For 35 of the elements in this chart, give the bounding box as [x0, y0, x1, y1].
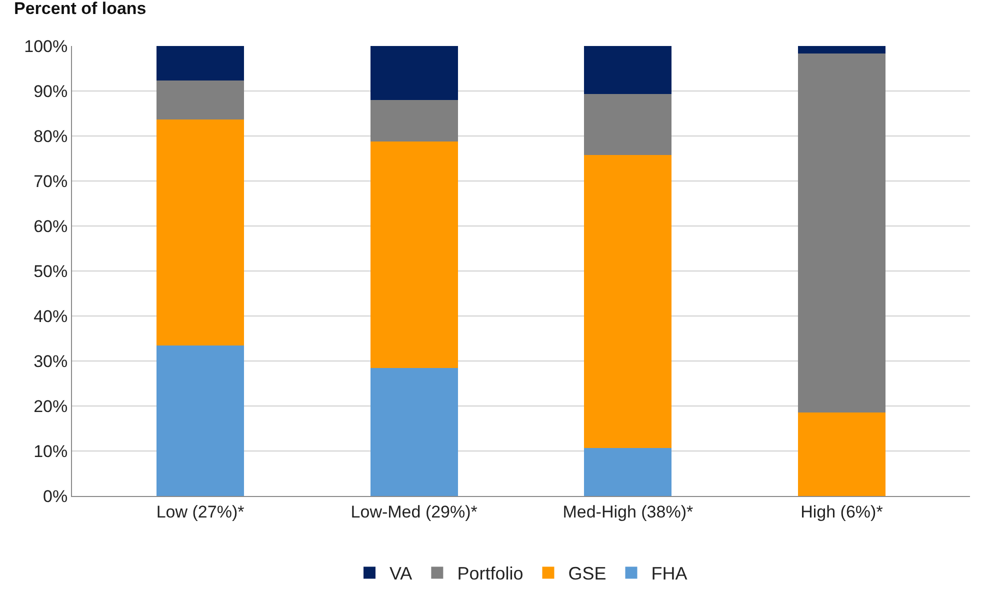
y-tick-label: 50% [34, 262, 68, 281]
legend-label: GSE [568, 564, 606, 584]
x-tick-label: Med-High (38%)* [562, 502, 694, 522]
y-tick-label: 100% [24, 36, 68, 56]
y-axis-title: Percent of loans [14, 0, 146, 18]
x-tick-label: Low (27%)* [156, 502, 245, 522]
bar [156, 46, 244, 81]
y-tick-label: 0% [43, 486, 68, 506]
bar [798, 46, 886, 54]
bar [370, 141, 458, 368]
legend-label: VA [390, 564, 412, 584]
x-tick-label: High (6%)* [800, 502, 884, 522]
y-tick-label: 60% [34, 216, 68, 236]
bar [370, 46, 458, 100]
bar [584, 46, 672, 94]
bar [584, 94, 672, 155]
y-tick-label: 10% [34, 442, 68, 461]
y-tick-label: 30% [34, 352, 68, 371]
bar [156, 346, 244, 496]
bar [584, 154, 672, 448]
bar [370, 100, 458, 142]
bar [584, 448, 672, 496]
legend-label: Portfolio [457, 564, 524, 584]
bar [370, 368, 458, 496]
y-tick-label: 40% [34, 306, 68, 326]
bar [156, 80, 244, 120]
bar [798, 412, 886, 496]
y-tick-label: 90% [34, 82, 68, 101]
y-tick-label: 20% [34, 396, 68, 416]
bar [156, 119, 244, 346]
bar [798, 54, 886, 412]
x-tick-label: Low-Med (29%)* [350, 502, 478, 522]
y-tick-label: 70% [34, 172, 68, 191]
legend-label: FHA [651, 564, 688, 584]
y-tick-label: 80% [34, 126, 68, 146]
